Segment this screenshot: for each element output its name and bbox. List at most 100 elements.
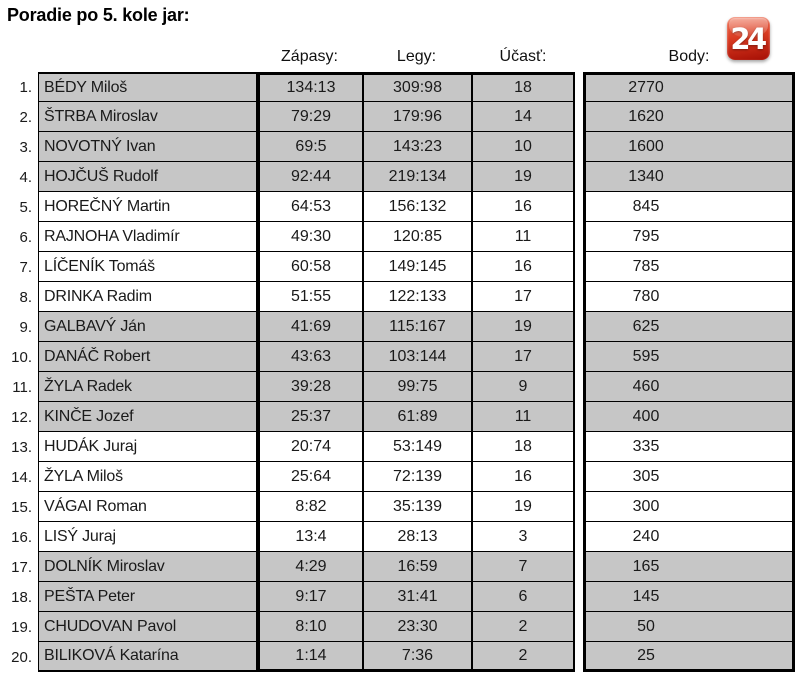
cell-name: PEŠTA Peter (38, 582, 257, 612)
cell-legy: 16:59 (362, 552, 471, 582)
cell-body: 2770 (583, 72, 795, 102)
column-gap (575, 642, 583, 672)
table-row: 5. HOREČNÝ Martin 64:53 156:132 16 845 (0, 192, 795, 222)
cell-ucast: 18 (471, 432, 575, 462)
cell-legy: 28:13 (362, 522, 471, 552)
cell-zapasy: 4:29 (257, 552, 362, 582)
logo-24-badge: 24 (727, 17, 770, 60)
cell-ucast: 17 (471, 342, 575, 372)
standings-table: 1. BÉDY Miloš 134:13 309:98 18 2770 2. ŠTRBA Mi… (0, 72, 795, 672)
cell-ucast: 16 (471, 462, 575, 492)
cell-legy: 61:89 (362, 402, 471, 432)
cell-body: 595 (583, 342, 795, 372)
cell-name: ŽYLA Radek (38, 372, 257, 402)
cell-ucast: 2 (471, 642, 575, 672)
table-row: 12. KINČE Jozef 25:37 61:89 11 400 (0, 402, 795, 432)
cell-ucast: 17 (471, 282, 575, 312)
cell-name: DRINKA Radim (38, 282, 257, 312)
cell-rank: 17. (0, 552, 38, 582)
column-gap (575, 432, 583, 462)
table-row: 3. NOVOTNÝ Ivan 69:5 143:23 10 1600 (0, 132, 795, 162)
cell-zapasy: 49:30 (257, 222, 362, 252)
cell-body: 780 (583, 282, 795, 312)
cell-rank: 11. (0, 372, 38, 402)
cell-zapasy: 8:82 (257, 492, 362, 522)
cell-rank: 9. (0, 312, 38, 342)
cell-body: 145 (583, 582, 795, 612)
cell-rank: 13. (0, 432, 38, 462)
cell-legy: 72:139 (362, 462, 471, 492)
cell-ucast: 14 (471, 102, 575, 132)
cell-legy: 149:145 (362, 252, 471, 282)
cell-name: BÉDY Miloš (38, 72, 257, 102)
cell-body: 1620 (583, 102, 795, 132)
column-gap (575, 492, 583, 522)
header-spacer-gap (575, 66, 583, 70)
table-row: 13. HUDÁK Juraj 20:74 53:149 18 335 (0, 432, 795, 462)
cell-legy: 122:133 (362, 282, 471, 312)
table-row: 14. ŽYLA Miloš 25:64 72:139 16 305 (0, 462, 795, 492)
cell-name: LISÝ Juraj (38, 522, 257, 552)
cell-zapasy: 20:74 (257, 432, 362, 462)
cell-legy: 31:41 (362, 582, 471, 612)
cell-zapasy: 69:5 (257, 132, 362, 162)
cell-zapasy: 25:37 (257, 402, 362, 432)
logo-24-text: 24 (730, 21, 767, 56)
cell-legy: 53:149 (362, 432, 471, 462)
cell-legy: 219:134 (362, 162, 471, 192)
cell-legy: 120:85 (362, 222, 471, 252)
cell-zapasy: 1:14 (257, 642, 362, 672)
column-gap (575, 132, 583, 162)
column-header-body: Body: (668, 48, 710, 65)
cell-ucast: 19 (471, 492, 575, 522)
column-header-legy: Legy: (396, 48, 437, 65)
cell-legy: 7:36 (362, 642, 471, 672)
cell-zapasy: 60:58 (257, 252, 362, 282)
cell-ucast: 11 (471, 222, 575, 252)
cell-legy: 103:144 (362, 342, 471, 372)
cell-body: 400 (583, 402, 795, 432)
cell-ucast: 19 (471, 312, 575, 342)
cell-name: ŠTRBA Miroslav (38, 102, 257, 132)
column-gap (575, 282, 583, 312)
cell-body: 300 (583, 492, 795, 522)
cell-body: 50 (583, 612, 795, 642)
column-header-ucast: Účasť: (499, 48, 547, 65)
cell-name: RAJNOHA Vladimír (38, 222, 257, 252)
column-header-zapasy: Zápasy: (281, 48, 338, 65)
cell-ucast: 16 (471, 192, 575, 222)
cell-body: 335 (583, 432, 795, 462)
cell-rank: 7. (0, 252, 38, 282)
cell-rank: 4. (0, 162, 38, 192)
table-row: 20. BILIKOVÁ Katarína 1:14 7:36 2 25 (0, 642, 795, 672)
cell-body: 305 (583, 462, 795, 492)
cell-zapasy: 8:10 (257, 612, 362, 642)
cell-rank: 14. (0, 462, 38, 492)
table-row: 9. GALBAVÝ Ján 41:69 115:167 19 625 (0, 312, 795, 342)
cell-zapasy: 92:44 (257, 162, 362, 192)
cell-zapasy: 64:53 (257, 192, 362, 222)
cell-ucast: 19 (471, 162, 575, 192)
cell-ucast: 3 (471, 522, 575, 552)
cell-ucast: 11 (471, 402, 575, 432)
cell-rank: 20. (0, 642, 38, 672)
cell-name: GALBAVÝ Ján (38, 312, 257, 342)
column-gap (575, 162, 583, 192)
header-spacer-rank (0, 66, 38, 70)
table-row: 2. ŠTRBA Miroslav 79:29 179:96 14 1620 (0, 102, 795, 132)
column-gap (575, 72, 583, 102)
cell-name: NOVOTNÝ Ivan (38, 132, 257, 162)
column-gap (575, 612, 583, 642)
column-gap (575, 192, 583, 222)
cell-name: VÁGAI Roman (38, 492, 257, 522)
cell-rank: 6. (0, 222, 38, 252)
cell-zapasy: 9:17 (257, 582, 362, 612)
table-row: 4. HOJČUŠ Rudolf 92:44 219:134 19 1340 (0, 162, 795, 192)
cell-rank: 10. (0, 342, 38, 372)
table-row: 8. DRINKA Radim 51:55 122:133 17 780 (0, 282, 795, 312)
cell-ucast: 6 (471, 582, 575, 612)
cell-body: 845 (583, 192, 795, 222)
table-row: 10. DANÁČ Robert 43:63 103:144 17 595 (0, 342, 795, 372)
column-gap (575, 552, 583, 582)
cell-zapasy: 41:69 (257, 312, 362, 342)
